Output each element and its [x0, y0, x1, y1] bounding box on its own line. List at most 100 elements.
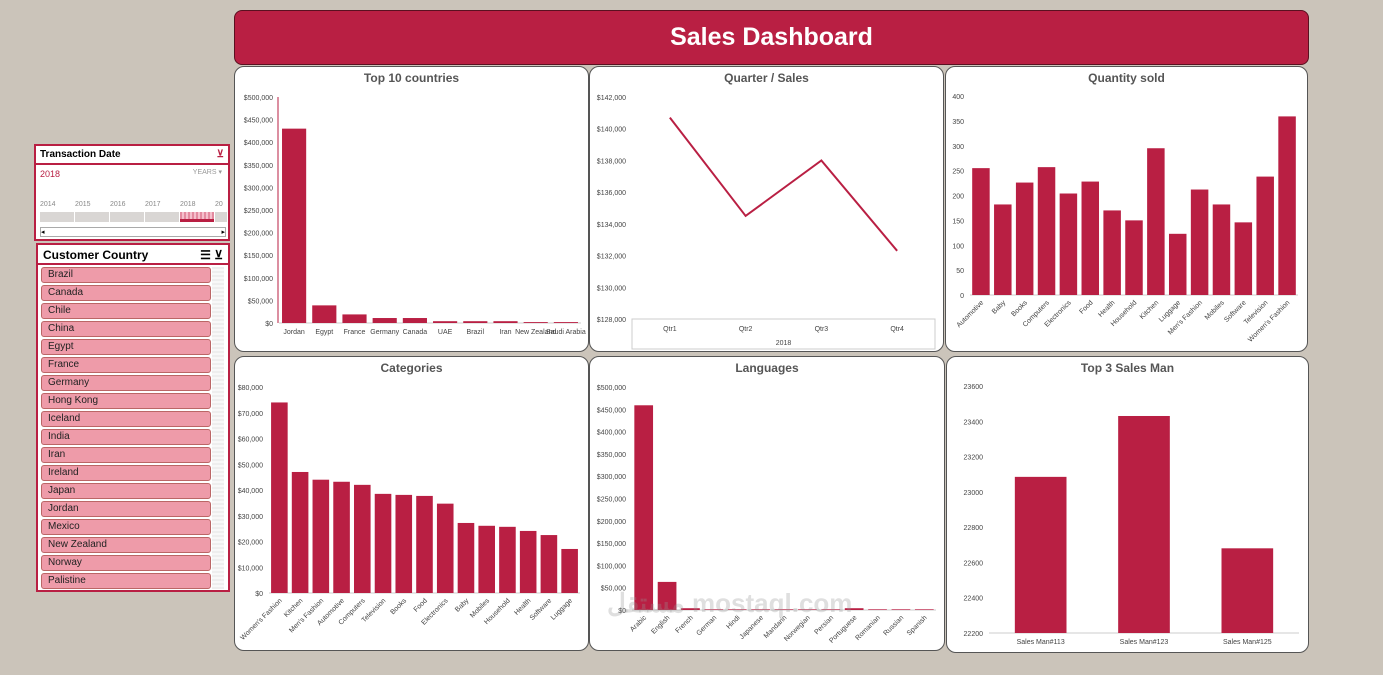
x-tick-label: Japanese — [739, 614, 765, 640]
y-tick-label: 200 — [952, 194, 964, 201]
timeline-scrollbar[interactable]: ◂ ▸ — [40, 227, 226, 237]
y-tick-label: 23000 — [964, 490, 984, 497]
timeline-bar[interactable] — [75, 212, 109, 222]
bar-kitchen — [291, 471, 309, 593]
y-tick-label: $138,000 — [597, 158, 626, 165]
bar-russian — [891, 609, 911, 610]
slicer-item-iran[interactable]: Iran — [41, 447, 211, 463]
timeline-bar[interactable] — [215, 212, 227, 222]
y-tick-label: $140,000 — [597, 127, 626, 134]
bar-kitchen — [1147, 148, 1165, 295]
year-label: 2014 — [40, 201, 56, 208]
y-tick-label: $128,000 — [597, 317, 626, 324]
scroll-right-icon[interactable]: ▸ — [221, 229, 225, 236]
bar-television — [1256, 176, 1274, 295]
y-tick-label: $300,000 — [597, 474, 626, 481]
bar-television — [374, 493, 392, 593]
dashboard-header: Sales Dashboard — [234, 10, 1309, 65]
timeline-bar[interactable] — [40, 212, 74, 222]
selected-year: 2018 — [40, 169, 61, 179]
slicer-item-japan[interactable]: Japan — [41, 483, 211, 499]
chart-title: Languages — [735, 361, 799, 375]
y-tick-label: 400 — [952, 94, 964, 101]
x-tick-label: France — [344, 329, 366, 336]
x-tick-label: Iran — [499, 329, 511, 336]
watermark: مستقل mostaql.com — [607, 588, 853, 618]
scroll-left-icon[interactable]: ◂ — [41, 229, 45, 236]
slicer-item-india[interactable]: India — [41, 429, 211, 445]
y-tick-label: $70,000 — [238, 411, 263, 418]
x-tick-label: Women's Fashion — [1247, 299, 1291, 343]
slicer-item-palistine[interactable]: Palistine — [41, 573, 211, 589]
transaction-date-slicer[interactable]: Transaction Date ⊻ 2018 YEARS ▾ 2014 2015… — [34, 144, 230, 241]
y-tick-label: 0 — [960, 293, 964, 300]
y-tick-label: 22600 — [964, 560, 984, 567]
clear-filter-icon[interactable]: ⊻ — [214, 248, 223, 262]
y-tick-label: $450,000 — [597, 407, 626, 414]
top3-salesman-chart: Top 3 Sales Man 22200 22400 22600 22800 23000… — [946, 356, 1309, 653]
bar-luggage — [1168, 233, 1187, 295]
slicer-item-chile[interactable]: Chile — [41, 303, 211, 319]
x-tick-label: UAE — [438, 329, 453, 336]
bar-sales-man-125 — [1221, 548, 1274, 633]
y-tick-label: $10,000 — [238, 565, 263, 572]
y-tick-label: 23400 — [964, 419, 984, 426]
y-tick-label: $80,000 — [238, 385, 263, 392]
y-tick-label: $0 — [265, 321, 273, 328]
slicer-item-germany[interactable]: Germany — [41, 375, 211, 391]
slicer-item-iceland[interactable]: Iceland — [41, 411, 211, 427]
x-tick-label: Qtr3 — [815, 326, 829, 333]
x-tick-label: Germany — [370, 329, 399, 336]
slicer-item-china[interactable]: China — [41, 321, 211, 337]
y-tick-label: $60,000 — [238, 437, 263, 444]
slicer-item-jordan[interactable]: Jordan — [41, 501, 211, 517]
x-tick-label: Health — [1097, 299, 1116, 318]
x-tick-label: Books — [1010, 299, 1029, 318]
y-tick-label: $100,000 — [597, 563, 626, 570]
year-label: 20 — [215, 201, 223, 208]
y-tick-label: $50,000 — [248, 298, 273, 305]
slicer-item-hong-kong[interactable]: Hong Kong — [41, 393, 211, 409]
customer-country-slicer[interactable]: Customer Country ☰ ⊻ Brazil Canada Chile Chi… — [36, 243, 230, 592]
timeline-bar-selected[interactable] — [180, 212, 214, 222]
bar-books — [395, 494, 413, 593]
timeline-bar[interactable] — [145, 212, 179, 222]
time-level-dropdown[interactable]: YEARS ▾ — [192, 169, 222, 176]
clear-filter-icon[interactable]: ⊻ — [216, 149, 224, 160]
y-tick-label: $450,000 — [244, 118, 273, 125]
bar-mobiles — [1212, 204, 1231, 295]
timeline-bar[interactable] — [110, 212, 144, 222]
year-label: 2017 — [145, 201, 161, 208]
categories-chart: Categories $0 $10,000 $20,000 $30,000 $40,000… — [234, 356, 589, 651]
slicer-scrollbar[interactable] — [212, 267, 224, 589]
slicer-item-norway[interactable]: Norway — [41, 555, 211, 571]
multi-select-icon[interactable]: ☰ — [200, 248, 211, 262]
y-tick-label: $50,000 — [238, 462, 263, 469]
slicer-item-egypt[interactable]: Egypt — [41, 339, 211, 355]
slicer-item-ireland[interactable]: Ireland — [41, 465, 211, 481]
year-label: 2016 — [110, 201, 126, 208]
x-tick-label: Automotive — [956, 299, 986, 329]
bar-canada — [402, 318, 427, 323]
bar-sales-man-123 — [1118, 415, 1170, 633]
bar-health — [1103, 210, 1121, 295]
x-tick-label: Sales Man#125 — [1223, 639, 1272, 646]
y-tick-label: 300 — [952, 144, 964, 151]
x-tick-label: Spanish — [906, 614, 929, 637]
slicer-item-brazil[interactable]: Brazil — [41, 267, 211, 283]
bar-brazil — [463, 321, 488, 323]
y-tick-label: $50,000 — [601, 586, 626, 593]
year-label: 2018 — [180, 201, 196, 208]
x-tick-label: Jordan — [283, 329, 305, 336]
x-tick-label: Qtr2 — [739, 326, 753, 333]
y-tick-label: $134,000 — [597, 222, 626, 229]
y-tick-label: $300,000 — [244, 185, 273, 192]
bar-norwegian — [798, 609, 817, 610]
bar-books — [1015, 182, 1034, 295]
slicer-item-canada[interactable]: Canada — [41, 285, 211, 301]
slicer-item-mexico[interactable]: Mexico — [41, 519, 211, 535]
y-tick-label: $150,000 — [597, 541, 626, 548]
bar-food — [416, 495, 433, 593]
slicer-item-new-zealand[interactable]: New Zealand — [41, 537, 211, 553]
slicer-item-france[interactable]: France — [41, 357, 211, 373]
